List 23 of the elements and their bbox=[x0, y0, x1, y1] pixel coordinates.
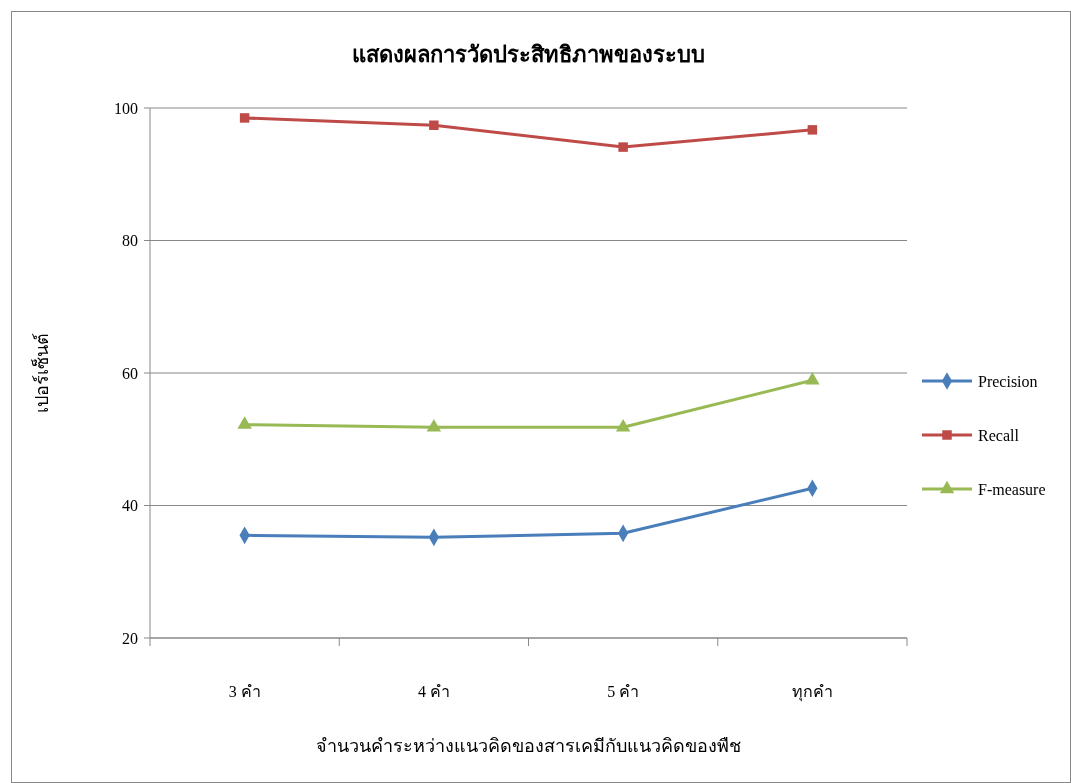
point bbox=[618, 142, 628, 152]
y-tick-label: 80 bbox=[122, 232, 138, 250]
x-axis-title: จำนวนคำระหว่างแนวคิดของสารเคมีกับแนวคิดของพืช bbox=[316, 736, 741, 756]
point bbox=[426, 419, 442, 432]
point bbox=[805, 371, 820, 385]
x-tick-label: 5 คำ bbox=[607, 683, 640, 700]
y-tick-label: 100 bbox=[114, 99, 138, 117]
point bbox=[615, 419, 631, 432]
legend-label: Recall bbox=[978, 426, 1020, 444]
legend-label: F-measure bbox=[978, 480, 1046, 498]
x-tick-label: 3 คำ bbox=[228, 683, 261, 700]
x-tick-label: ทุกคำ bbox=[791, 683, 833, 702]
y-tick-label: 20 bbox=[122, 629, 138, 647]
point bbox=[429, 120, 439, 130]
legend-label: Precision bbox=[978, 372, 1038, 390]
point bbox=[239, 113, 250, 123]
x-tick-label: 4 คำ bbox=[417, 683, 450, 700]
point bbox=[807, 125, 818, 135]
y-tick-label: 40 bbox=[122, 497, 138, 515]
chart-title: แสดงผลการวัดประสิทธิภาพของระบบ bbox=[352, 42, 705, 67]
point bbox=[237, 416, 252, 429]
y-tick-label: 60 bbox=[122, 364, 138, 382]
y-axis-title: เปอร์เซ็นต์ bbox=[30, 333, 52, 413]
